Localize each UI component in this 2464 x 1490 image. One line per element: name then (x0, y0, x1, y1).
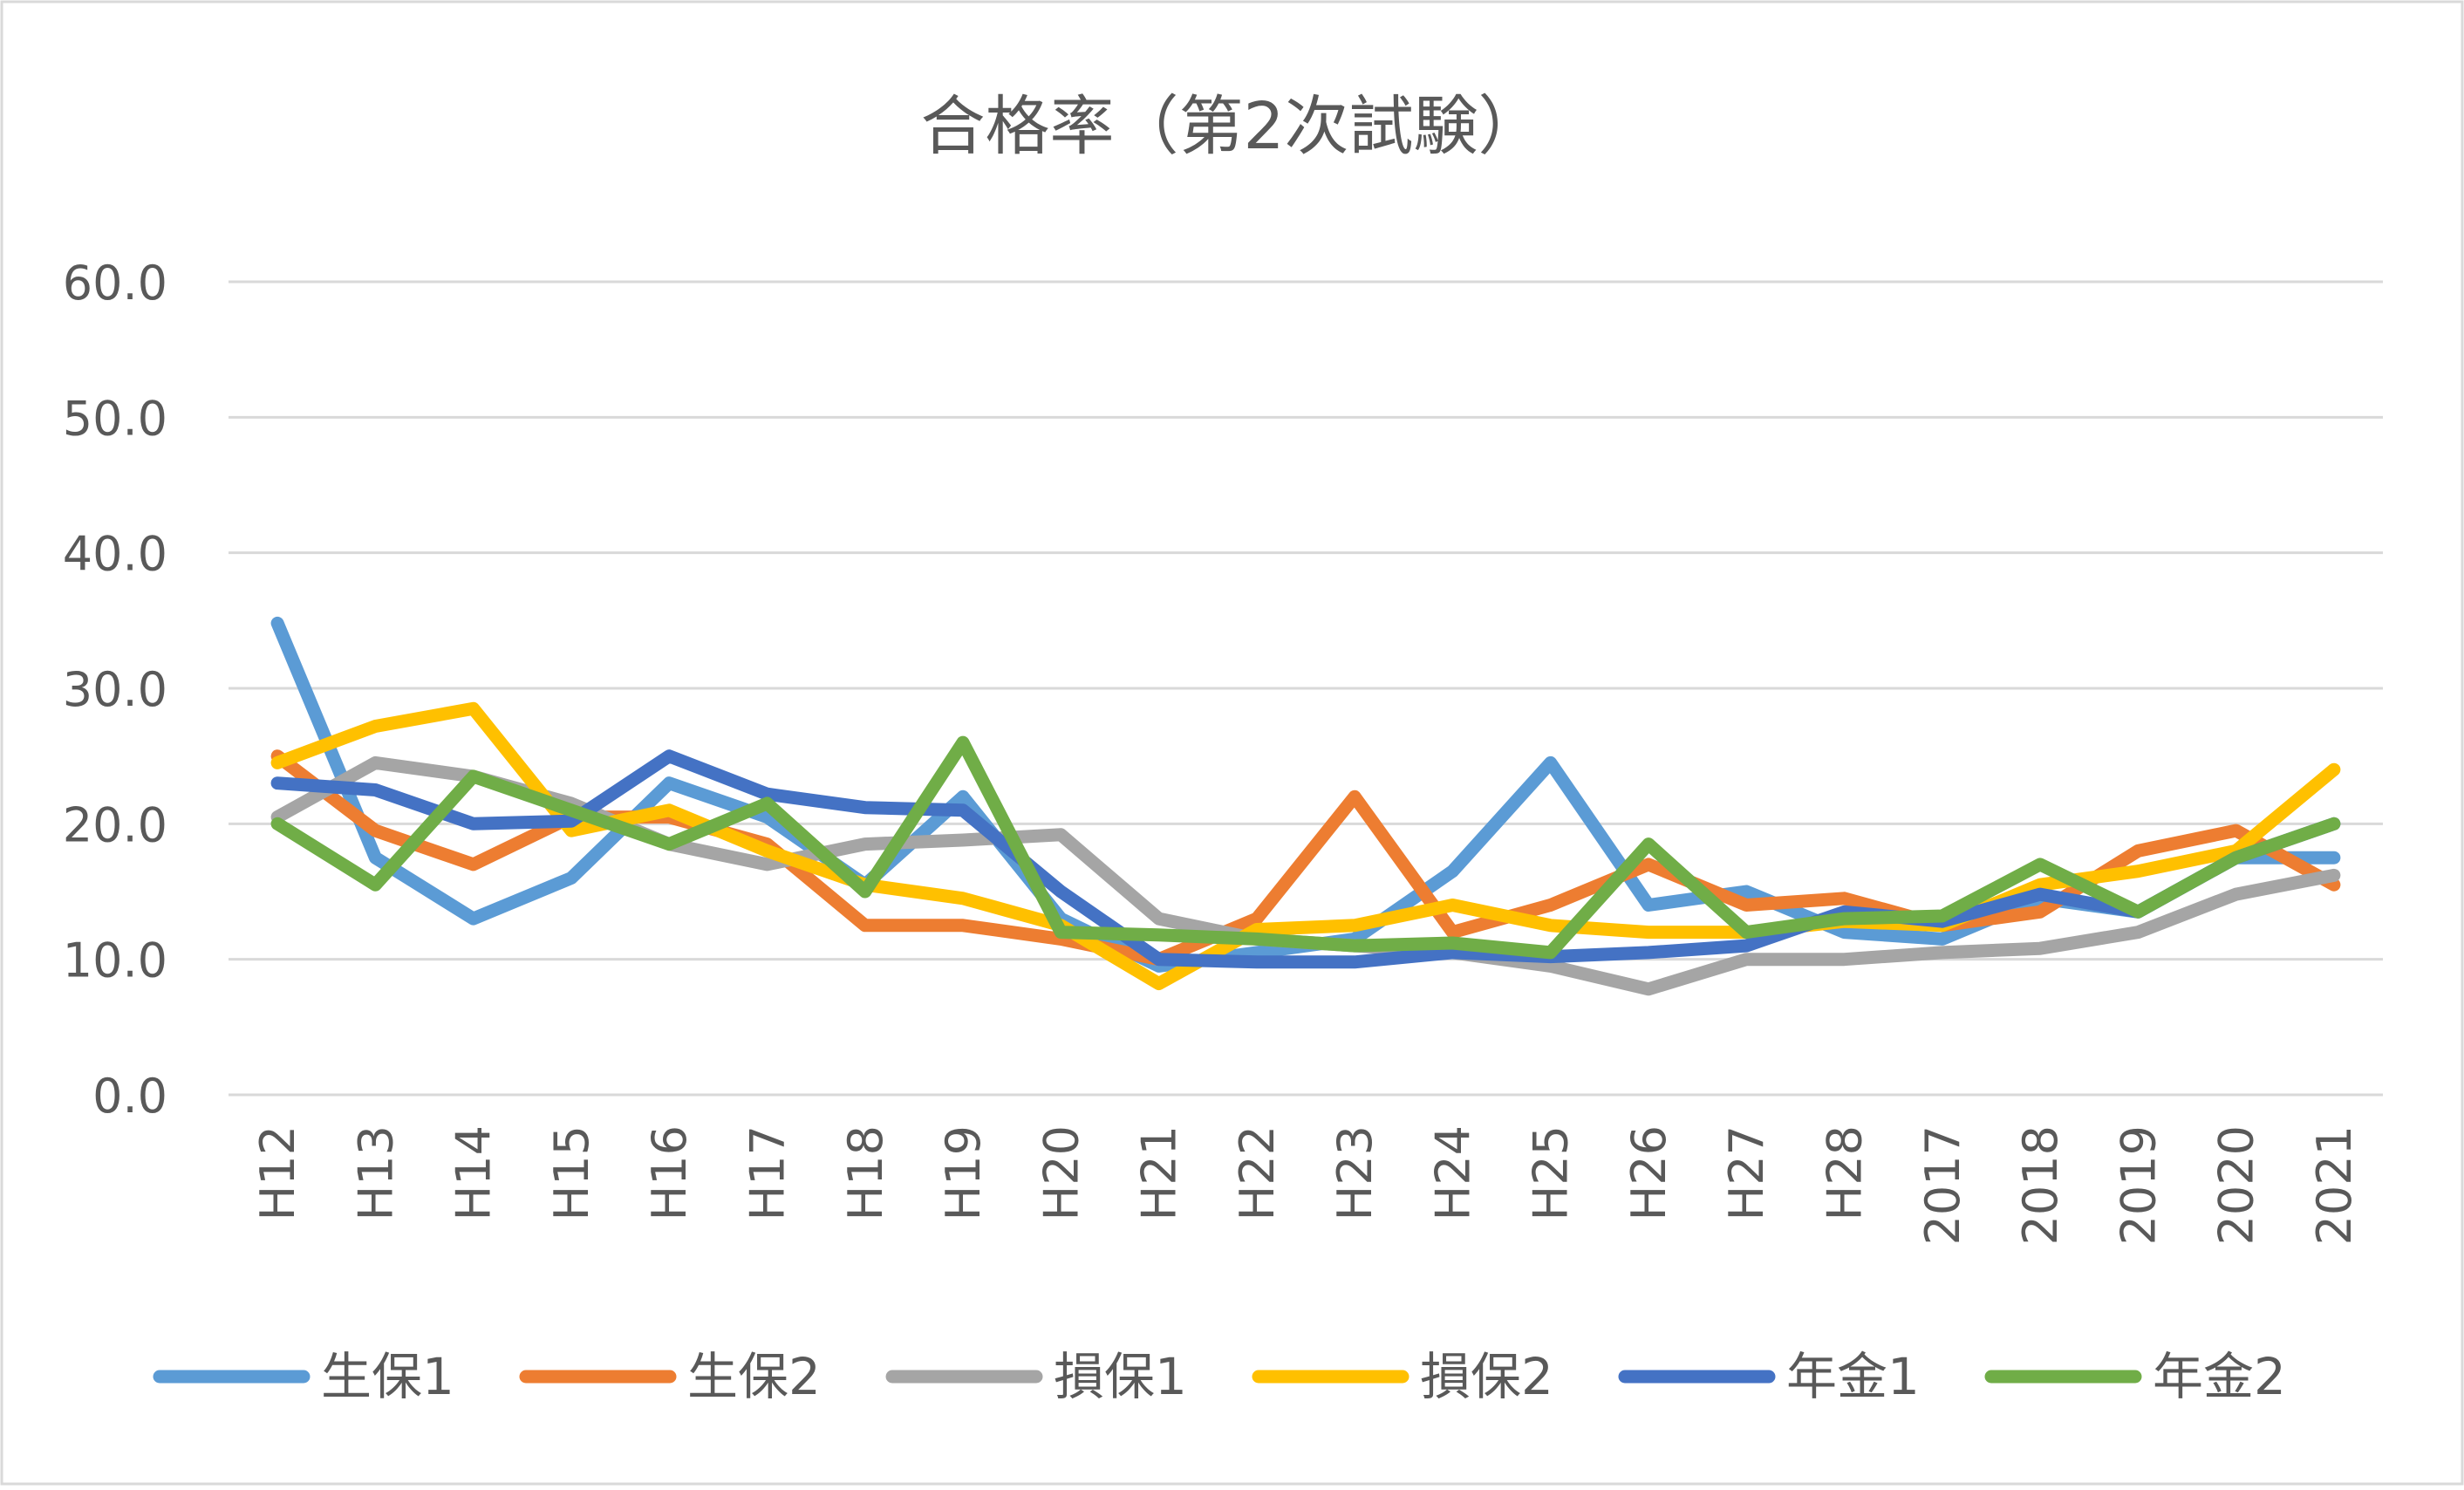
y-tick-label: 50.0 (63, 391, 167, 446)
x-tick-label: H12 (250, 1125, 305, 1220)
x-tick-label: H25 (1524, 1125, 1579, 1220)
y-tick-label: 60.0 (63, 256, 167, 311)
x-tick-label: H16 (642, 1125, 697, 1220)
legend-label: 損保2 (1420, 1347, 1553, 1406)
x-tick-label: H15 (544, 1125, 599, 1220)
series-line-6 (270, 735, 2341, 960)
y-tick-label: 30.0 (63, 662, 167, 717)
x-tick-label: 2018 (2013, 1125, 2068, 1245)
chart-title: 合格率（第2次試験） (920, 89, 1542, 164)
series-lines (270, 616, 2341, 996)
legend-label: 年金1 (1786, 1347, 1920, 1406)
x-tick-label: 2020 (2209, 1125, 2264, 1245)
legend-label: 生保1 (321, 1347, 454, 1406)
legend-label: 年金2 (2153, 1347, 2286, 1406)
x-tick-label: 2017 (1915, 1125, 1970, 1245)
x-tick-label: 2021 (2307, 1125, 2362, 1245)
x-tick-label: H28 (1818, 1125, 1873, 1220)
x-axis-ticks: H12 H13 H14 H15 H16 H17 H18 H19 H20 H21 H22 H23 H24 H… (250, 1125, 2362, 1245)
x-tick-label: H24 (1425, 1125, 1480, 1220)
x-tick-label: H17 (741, 1125, 795, 1220)
y-tick-label: 20.0 (63, 797, 167, 852)
legend-label: 損保1 (1054, 1347, 1187, 1406)
legend-label: 生保2 (687, 1347, 821, 1406)
x-tick-label: H13 (348, 1125, 403, 1220)
x-tick-label: 2019 (2111, 1125, 2166, 1245)
x-tick-label: H23 (1328, 1125, 1382, 1220)
y-tick-label: 40.0 (63, 527, 167, 582)
x-tick-label: H22 (1230, 1125, 1285, 1220)
x-tick-label: H26 (1621, 1125, 1676, 1220)
series-line-5 (270, 749, 2341, 969)
y-tick-label: 0.0 (92, 1069, 167, 1124)
x-tick-label: H21 (1132, 1125, 1187, 1220)
x-tick-label: H18 (838, 1125, 893, 1220)
x-tick-label: H20 (1034, 1125, 1089, 1220)
legend: 生保1 生保2 損保1 損保2 年金1 年金2 (153, 1347, 2286, 1406)
x-tick-label: H14 (447, 1125, 502, 1220)
x-tick-label: H19 (936, 1125, 991, 1220)
y-tick-label: 10.0 (63, 933, 167, 988)
x-tick-label: H27 (1719, 1125, 1774, 1220)
y-axis-ticks: 0.0 10.0 20.0 30.0 40.0 50.0 60.0 (63, 256, 167, 1124)
